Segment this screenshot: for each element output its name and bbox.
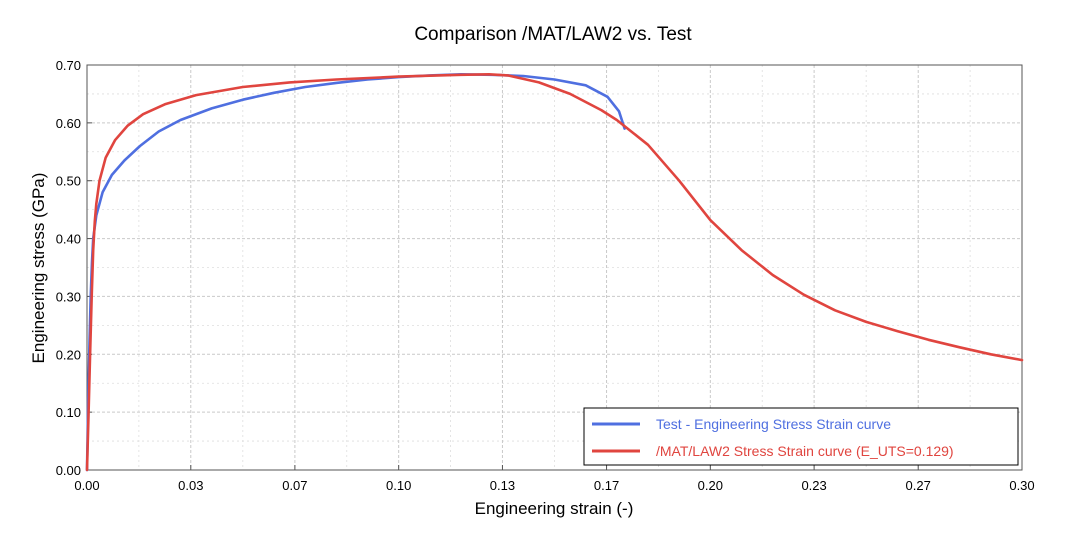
legend-label-law2: /MAT/LAW2 Stress Strain curve (E_UTS=0.1… xyxy=(656,443,954,459)
y-tick-label: 0.50 xyxy=(56,174,81,189)
legend-label-test: Test - Engineering Stress Strain curve xyxy=(656,416,891,432)
series-line-test xyxy=(85,73,626,472)
axis-ticks: 0.00 0.03 0.07 0.10 0.13 0.17 0.20 0.23 0.27 0.30… xyxy=(56,58,1035,493)
y-axis-label: Engineering stress (GPa) xyxy=(29,173,48,364)
y-tick-label: 0.10 xyxy=(56,405,81,420)
legend: Test - Engineering Stress Strain curve /… xyxy=(583,407,1019,466)
x-tick-label: 0.30 xyxy=(1009,478,1034,493)
x-tick-label: 0.27 xyxy=(906,478,931,493)
chart-title: Comparison /MAT/LAW2 vs. Test xyxy=(414,24,692,45)
x-tick-label: 0.07 xyxy=(282,478,307,493)
y-tick-label: 0.70 xyxy=(56,58,81,73)
x-tick-label: 0.00 xyxy=(74,478,99,493)
x-axis-label: Engineering strain (-) xyxy=(475,499,634,518)
x-tick-label: 0.23 xyxy=(801,478,826,493)
y-tick-label: 0.00 xyxy=(56,463,81,478)
plot-area-frame xyxy=(86,64,1023,471)
y-tick-label: 0.30 xyxy=(56,289,81,304)
legend-box xyxy=(583,407,1019,466)
y-tick-label: 0.40 xyxy=(56,232,81,247)
y-tick-label: 0.60 xyxy=(56,116,81,131)
x-tick-label: 0.20 xyxy=(698,478,723,493)
x-tick-label: 0.13 xyxy=(490,478,515,493)
x-tick-label: 0.10 xyxy=(386,478,411,493)
series-lines xyxy=(85,73,1024,472)
y-tick-label: 0.20 xyxy=(56,347,81,362)
series-line-law2 xyxy=(85,73,1024,472)
x-tick-label: 0.03 xyxy=(178,478,203,493)
x-tick-label: 0.17 xyxy=(594,478,619,493)
